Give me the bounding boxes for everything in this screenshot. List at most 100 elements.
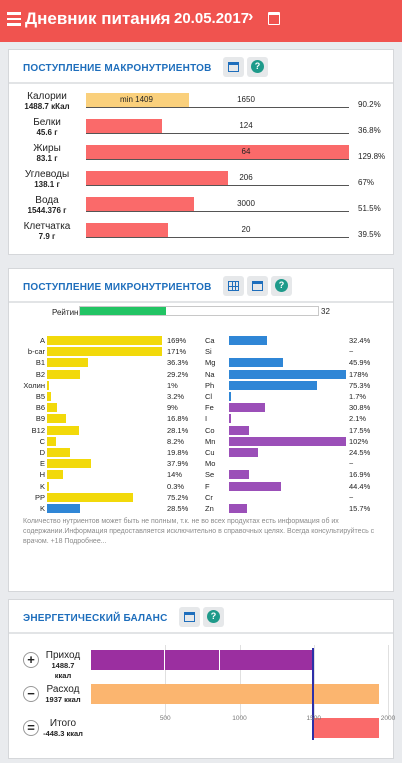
macro-track: 20 [86,223,349,238]
help-icon: ? [251,60,264,73]
rating-track [79,306,319,316]
macro-track: min 1409 1650 [86,93,349,108]
disclaimer-note: Количество нутриентов может быть не полн… [23,518,375,545]
axis-tick-label: 500 [159,715,171,722]
macro-name: Жиры 83.1 г [9,144,85,164]
macro-bar [86,197,194,211]
macro-min-label: min 1409 [120,95,153,104]
nutrient-bar [229,425,249,435]
nutrient-percent: 1.7% [349,392,367,401]
add-income-button[interactable]: + [23,652,39,668]
macro-amount: 138.1 г [34,180,60,189]
energy-value: -448.3 ккал [43,729,83,738]
page-title: Дневник питания [25,9,171,28]
help-icon: ? [275,279,288,292]
macro-norm: 1650 [237,95,255,104]
energy-track [91,684,388,704]
energy-name: Приход 1488.7 ккал [43,651,83,681]
micro-row: Ca 32.4% [9,335,395,346]
nutrient-name: I [205,414,208,424]
macro-label: Клетчатка [23,221,71,232]
energy-name: Расход 1937 ккал [43,685,83,705]
nutrient-name: C [39,436,45,446]
nutrient-bar [47,347,162,357]
nutrient-bar [47,504,80,513]
nutrient-name: Se [205,470,215,480]
micro-row: b-car 171% [9,346,395,357]
macro-name: Белки 45.6 г [9,118,85,138]
nutrient-bar [229,470,249,480]
nutrient-bar [47,380,49,390]
next-date-button[interactable]: › [248,8,254,25]
micro-help-button[interactable]: ? [271,276,292,296]
micro-row: Cr ~ [9,492,395,503]
micro-row: Zn 15.7% [9,503,395,514]
nutrient-percent: 37.9% [167,459,189,469]
micro-table-button[interactable] [223,276,244,296]
nutrient-percent: 1% [167,380,178,390]
micro-row: Co 17.5% [9,425,395,436]
micro-row: Cu 24.5% [9,447,395,458]
bar-divider [219,650,221,670]
nutrient-name: Cu [205,448,215,457]
energy-help-button[interactable]: ? [203,607,224,627]
nutrient-name: Si [205,347,212,357]
calendar-icon [252,281,263,291]
nutrient-bar [47,414,66,424]
nutrient-bar [47,425,79,435]
nutrient-name: Ph [205,380,215,390]
nutrient-percent: 14% [167,470,183,480]
nutrient-name: Zn [205,504,214,513]
macro-track: 64 [86,145,349,160]
app-header: Дневник питания ‹ 20.05.2017 › [0,0,402,42]
nutrient-bar [229,392,231,401]
add-expense-button[interactable]: − [23,686,39,702]
nutrient-percent: 9% [167,403,178,413]
micro-row: A 169% [9,335,395,346]
nutrient-percent: 171% [167,347,187,357]
macro-row: Жиры 83.1 г 64 129.8% [9,143,393,164]
total-button[interactable]: = [23,720,39,736]
macro-row: Калории 1488.7 кКал min 1409 1650 90.2% [9,91,393,112]
nutrient-name: B5 [35,392,45,401]
macro-help-button[interactable]: ? [247,57,268,77]
macro-card: ПОСТУПЛЕНИЕ МАКРОНУТРИЕНТОВ ? Калории 148… [8,49,394,255]
macro-calendar-button[interactable] [223,57,244,77]
nutrient-percent: 75.3% [349,380,371,390]
energy-label: Приход [45,650,81,661]
micro-row: F 44.4% [9,481,395,492]
nutrient-percent: 29.2% [167,369,189,379]
calendar-icon[interactable] [268,12,280,25]
micro-row: B5 3.2% [9,391,395,402]
energy-label: Итого [49,718,77,729]
energy-calendar-button[interactable] [179,607,200,627]
nutrient-name: b-car [27,347,45,357]
calendar-icon [184,612,195,622]
nutrient-name: K [39,481,45,491]
nutrient-name: B1 [35,358,45,368]
macro-percent: 36.8% [358,126,381,135]
prev-date-button[interactable]: ‹ [156,8,162,25]
rating-fill [80,307,166,315]
nutrient-bar [229,369,346,379]
energy-bar [91,684,379,704]
macro-amount: 1488.7 кКал [24,102,70,111]
micro-row: E 37.9% [9,458,395,469]
current-date[interactable]: 20.05.2017 [174,10,250,27]
nutrient-name: B12 [31,425,45,435]
grid-line [313,645,315,718]
nutrient-percent: 30.8% [349,403,371,413]
micro-calendar-button[interactable] [247,276,268,296]
axis-tick-label: 2000 [380,715,396,722]
energy-label: Расход [46,684,80,695]
nutrient-percent: 28.5% [167,504,189,513]
micro-row: Na 178% [9,369,395,380]
menu-icon[interactable] [7,12,21,26]
nutrient-percent: 102% [349,436,369,446]
nutrient-name: A [39,336,45,345]
axis-tick-label: 1500 [306,715,321,722]
nutrient-bar [229,414,231,424]
nutrient-name: Cl [205,392,213,401]
macro-row: Вода 1544.376 г 3000 51.5% [9,195,393,216]
energy-track [91,718,388,738]
